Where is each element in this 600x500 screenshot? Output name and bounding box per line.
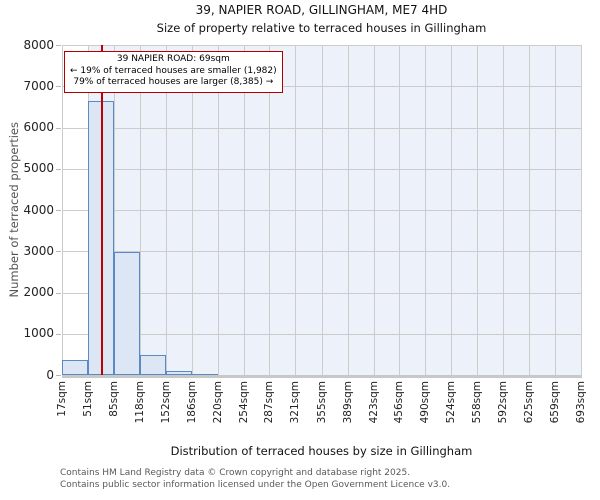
horizontal-gridline: [62, 169, 581, 170]
x-tick-label: 524sqm: [443, 381, 459, 443]
y-tick-label: 5000: [23, 161, 54, 176]
chart-subtitle: Size of property relative to terraced ho…: [156, 21, 487, 35]
x-tick-label: 254sqm: [236, 381, 252, 443]
histogram-bar: [62, 359, 89, 375]
x-tick-label: 186sqm: [184, 381, 200, 443]
x-tick-label-text: 186sqm: [185, 381, 198, 424]
x-tick-label-text: 456sqm: [393, 381, 406, 424]
x-axis-label: Distribution of terraced houses by size …: [170, 444, 473, 458]
x-tick-label: 17sqm: [54, 381, 70, 443]
histogram-bar: [191, 373, 218, 375]
y-tick-mark: [56, 251, 61, 252]
histogram-bar: [114, 252, 140, 375]
x-tick-label: 389sqm: [340, 381, 356, 443]
y-tick-mark: [56, 375, 61, 376]
x-tick-label-text: 558sqm: [471, 381, 484, 424]
x-tick-label-text: 355sqm: [315, 381, 328, 424]
x-tick-label-text: 254sqm: [237, 381, 250, 424]
x-tick-label-text: 490sqm: [419, 381, 432, 424]
x-tick-label-text: 659sqm: [548, 381, 561, 424]
y-tick-mark: [56, 169, 61, 170]
x-tick-label-text: 389sqm: [341, 381, 354, 424]
horizontal-gridline: [62, 210, 581, 211]
x-tick-label-text: 321sqm: [289, 381, 302, 424]
x-tick-label: 490sqm: [417, 381, 433, 443]
horizontal-gridline: [62, 251, 581, 252]
annotation-box: 39 NAPIER ROAD: 69sqm ← 19% of terraced …: [64, 51, 283, 93]
x-tick-label: 423sqm: [366, 381, 382, 443]
x-tick-label-text: 85sqm: [108, 381, 121, 417]
histogram-bar: [139, 354, 166, 375]
x-tick-label: 659sqm: [547, 381, 563, 443]
x-tick-label: 456sqm: [391, 381, 407, 443]
horizontal-gridline: [62, 45, 581, 46]
x-tick-label: 625sqm: [521, 381, 537, 443]
annotation-line-2: ← 19% of terraced houses are smaller (1,…: [70, 65, 277, 76]
y-tick-mark: [56, 128, 61, 129]
y-tick-label: 8000: [23, 37, 54, 52]
footer-line-2: Contains public sector information licen…: [60, 479, 451, 490]
x-tick-label: 152sqm: [158, 381, 174, 443]
x-tick-label-text: 625sqm: [522, 381, 535, 424]
x-tick-label: 220sqm: [210, 381, 226, 443]
property-size-marker-line: [100, 45, 103, 375]
x-tick-label: 355sqm: [314, 381, 330, 443]
y-tick-label: 2000: [23, 285, 54, 299]
x-tick-label-text: 524sqm: [445, 381, 458, 424]
y-tick-mark: [56, 293, 61, 294]
horizontal-gridline: [62, 128, 581, 129]
x-tick-label: 118sqm: [132, 381, 148, 443]
y-tick-mark: [56, 334, 61, 335]
y-tick-label: 1000: [23, 326, 54, 341]
x-tick-label-text: 152sqm: [159, 381, 172, 424]
y-tick-label: 3000: [23, 243, 54, 258]
y-tick-label: 4000: [23, 202, 54, 217]
x-tick-label-text: 693sqm: [575, 381, 587, 424]
annotation-line-3: 79% of terraced houses are larger (8,385…: [73, 77, 274, 87]
y-tick-label: 6000: [23, 120, 54, 134]
y-tick-mark: [56, 210, 61, 211]
x-tick-label: 85sqm: [106, 381, 122, 443]
footer-line-1: Contains HM Land Registry data © Crown c…: [60, 468, 411, 478]
x-tick-label: 592sqm: [495, 381, 511, 443]
x-tick-label: 51sqm: [80, 381, 96, 443]
horizontal-gridline: [62, 86, 581, 87]
annotation-line-1: 39 NAPIER ROAD: 69sqm: [116, 54, 230, 64]
horizontal-gridline: [62, 293, 581, 294]
x-tick-label: 693sqm: [573, 381, 589, 443]
horizontal-gridline: [62, 334, 581, 335]
y-tick-mark: [56, 45, 61, 46]
vertical-gridline: [581, 45, 582, 375]
x-tick-label: 558sqm: [469, 381, 485, 443]
footer: Contains HM Land Registry data © Crown c…: [60, 468, 450, 491]
x-tick-label-text: 17sqm: [56, 381, 68, 417]
chart-title: 39, NAPIER ROAD, GILLINGHAM, ME7 4HD: [195, 3, 448, 17]
x-tick-label: 287sqm: [261, 381, 277, 443]
x-tick-label-text: 220sqm: [211, 381, 224, 424]
x-tick-label-text: 51sqm: [82, 381, 95, 417]
x-tick-label-text: 592sqm: [497, 381, 510, 424]
plot-area: 39 NAPIER ROAD: 69sqm ← 19% of terraced …: [62, 45, 582, 378]
x-tick-label: 321sqm: [287, 381, 303, 443]
x-tick-label-text: 287sqm: [263, 381, 276, 424]
x-tick-label-text: 423sqm: [367, 381, 380, 424]
y-tick-label: 7000: [23, 78, 54, 93]
y-tick-label: 0: [46, 367, 54, 382]
y-tick-mark: [56, 86, 61, 87]
histogram-bar: [165, 370, 192, 375]
horizontal-gridline: [62, 375, 581, 376]
x-tick-label-text: 118sqm: [133, 381, 146, 424]
